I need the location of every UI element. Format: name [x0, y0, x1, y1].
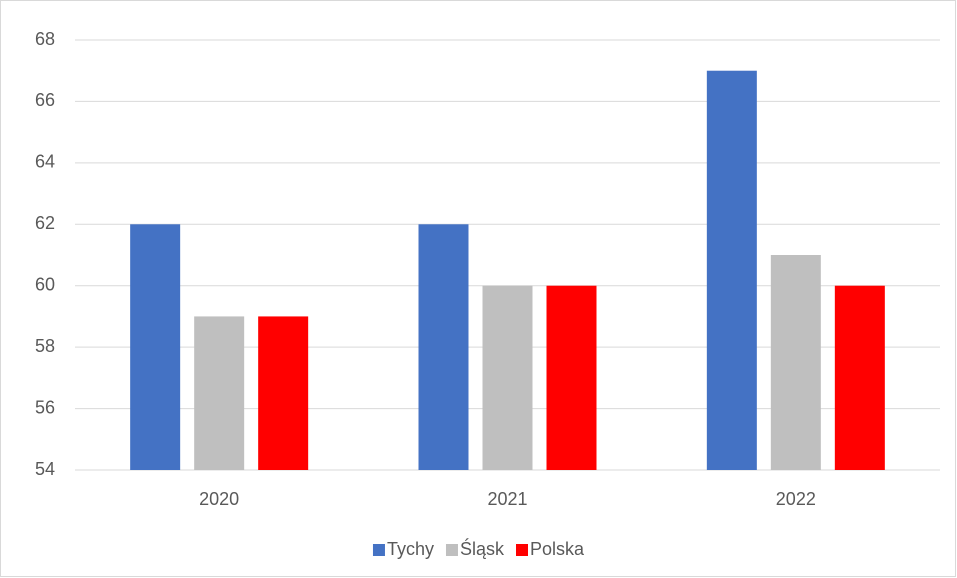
legend-label: Tychy — [387, 539, 434, 559]
y-tick-label: 58 — [35, 336, 55, 356]
legend-swatch — [372, 544, 385, 556]
bar — [834, 285, 885, 470]
y-tick-label: 62 — [35, 213, 55, 233]
bar — [418, 224, 469, 470]
bar — [194, 316, 245, 470]
bar — [770, 255, 821, 470]
bar — [706, 70, 757, 470]
x-tick-label: 2022 — [776, 489, 816, 509]
legend-label: Polska — [530, 539, 585, 559]
x-tick-label: 2021 — [487, 489, 527, 509]
x-tick-label: 2020 — [199, 489, 239, 509]
y-tick-label: 60 — [35, 274, 55, 294]
legend-swatch — [516, 544, 528, 556]
y-tick-label: 68 — [35, 29, 55, 49]
y-tick-label: 66 — [35, 90, 55, 110]
bar — [258, 316, 309, 470]
y-tick-label: 54 — [35, 459, 55, 479]
y-tick-label: 56 — [35, 397, 55, 417]
bar — [482, 285, 533, 470]
legend-label: Śląsk — [460, 538, 505, 559]
bar — [130, 224, 181, 470]
bar — [546, 285, 597, 470]
legend-swatch — [445, 544, 458, 556]
y-tick-label: 64 — [35, 152, 55, 172]
